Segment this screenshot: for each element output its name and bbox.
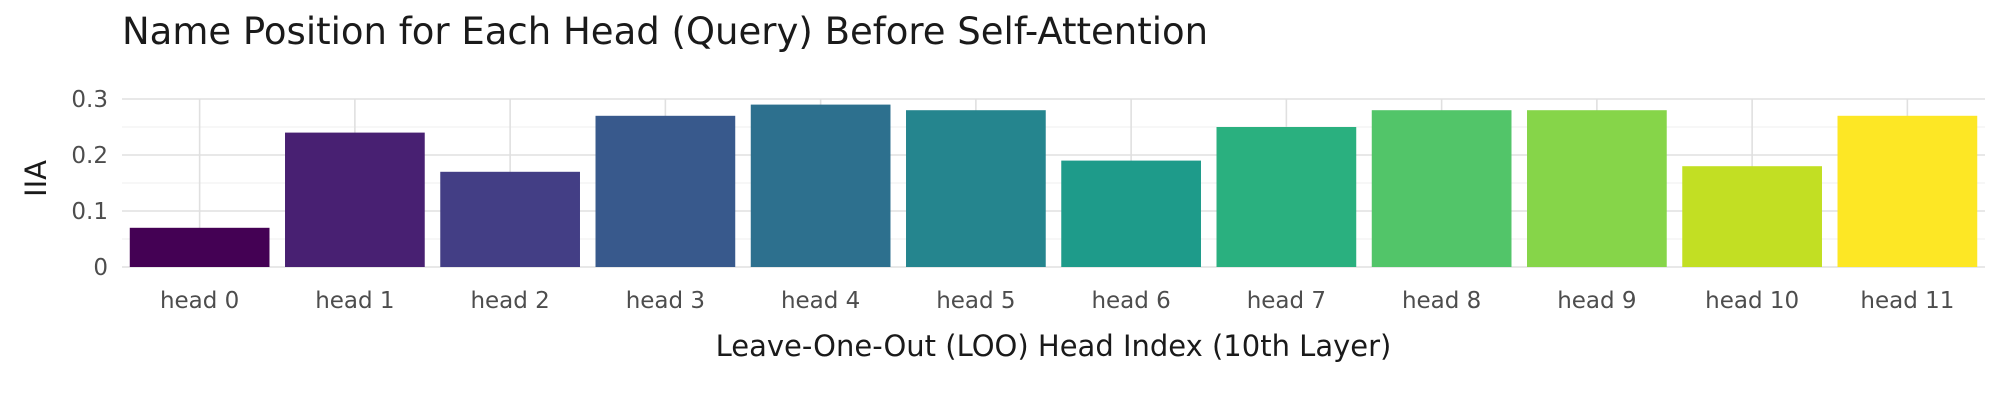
bar-head-4 xyxy=(750,104,891,267)
bar-head-0 xyxy=(129,227,270,267)
bar-head-7 xyxy=(1216,127,1357,267)
x-tick-label: head 9 xyxy=(1557,288,1636,314)
y-tick-label: 0.1 xyxy=(71,199,108,225)
y-tick-label: 0.2 xyxy=(71,143,108,169)
bar-head-3 xyxy=(595,115,736,267)
x-tick-label: head 1 xyxy=(315,288,394,314)
x-tick-label: head 10 xyxy=(1705,288,1799,314)
y-tick-label: 0 xyxy=(93,255,108,281)
bar-head-6 xyxy=(1061,160,1201,267)
x-tick-label: head 7 xyxy=(1247,288,1326,314)
ticks-layer: 0 0.1 0.2 0.3 head 0 head 1 head 2 head 3 head 4… xyxy=(71,87,1954,314)
bar-head-8 xyxy=(1371,110,1512,267)
y-axis-label: IIA xyxy=(19,160,53,197)
bar-head-5 xyxy=(906,110,1046,267)
bar-head-10 xyxy=(1682,166,1822,267)
bar-head-9 xyxy=(1527,110,1667,267)
x-tick-label: head 6 xyxy=(1091,288,1170,314)
y-tick-label: 0.3 xyxy=(71,87,108,113)
chart-title: Name Position for Each Head (Query) Befo… xyxy=(122,10,1209,53)
bar-head-11 xyxy=(1837,115,1978,267)
bar-head-1 xyxy=(285,132,425,267)
bar-head-2 xyxy=(440,171,580,267)
x-tick-label: head 11 xyxy=(1860,288,1954,314)
x-axis-label: Leave-One-Out (LOO) Head Index (10th Lay… xyxy=(716,329,1392,363)
x-tick-label: head 5 xyxy=(936,288,1015,314)
x-tick-label: head 4 xyxy=(781,288,860,314)
x-tick-label: head 0 xyxy=(160,288,239,314)
bars-layer xyxy=(129,104,1978,267)
x-tick-label: head 2 xyxy=(470,288,549,314)
x-tick-label: head 3 xyxy=(626,288,705,314)
x-tick-label: head 8 xyxy=(1402,288,1481,314)
